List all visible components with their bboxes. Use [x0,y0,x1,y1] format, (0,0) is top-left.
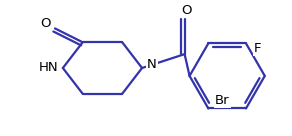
Text: Br: Br [215,94,230,107]
Text: N: N [147,58,157,71]
Text: HN: HN [39,61,59,75]
Text: O: O [40,17,50,30]
Text: O: O [181,4,192,17]
Text: F: F [254,42,262,55]
